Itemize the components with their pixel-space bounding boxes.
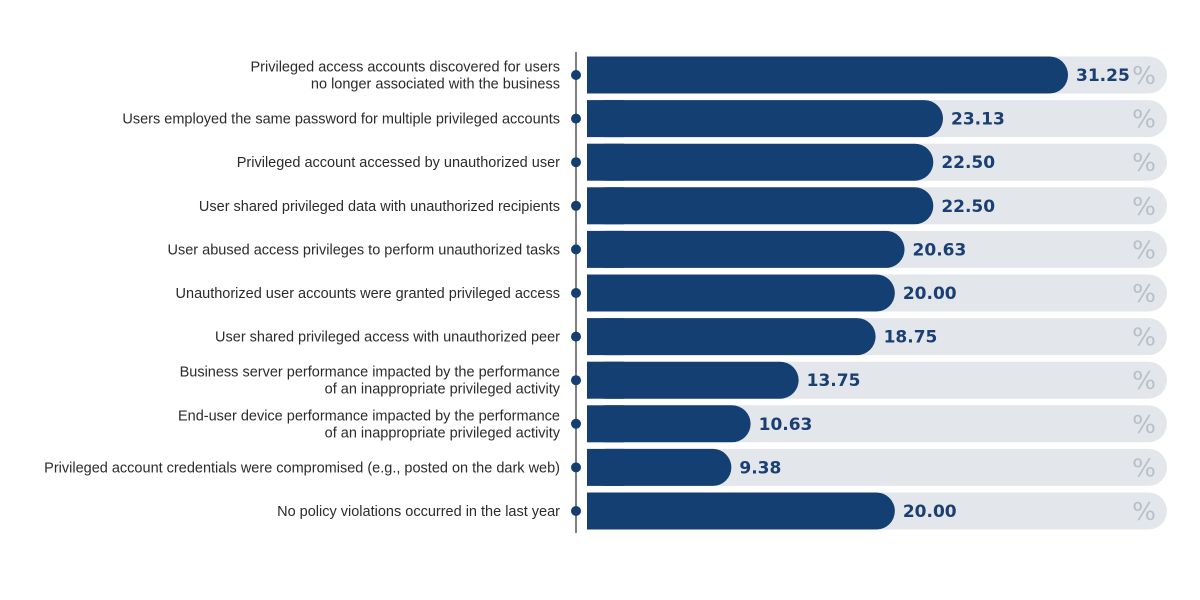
bar [587, 274, 895, 312]
bar [587, 187, 934, 225]
value-label: 18.75 [884, 328, 938, 348]
axis-dot [571, 331, 581, 342]
percent-sign: % [1132, 105, 1156, 134]
value-label: 23.13 [951, 110, 1005, 130]
bar-cap [587, 448, 624, 486]
bar-cap [587, 274, 624, 312]
value-label: 20.63 [913, 240, 967, 260]
axis-dot [571, 375, 581, 386]
value-label: 22.50 [941, 153, 995, 173]
bar [587, 492, 895, 530]
value-label: 20.00 [903, 502, 957, 522]
percent-sign: % [1132, 497, 1156, 526]
axis-dot [571, 506, 581, 516]
percent-sign: % [1132, 323, 1156, 352]
bar [587, 56, 1068, 94]
percent-sign: % [1132, 453, 1156, 482]
category-label: of an inappropriate privileged activity [325, 425, 561, 441]
value-label: 13.75 [807, 371, 861, 391]
bar-cap [587, 492, 624, 530]
category-label: Unauthorized user accounts were granted … [176, 286, 560, 302]
category-label: Privileged account credentials were comp… [44, 460, 560, 476]
bar [587, 100, 944, 138]
category-label: no longer associated with the business [311, 77, 560, 93]
category-label: User shared privileged access with unaut… [215, 330, 560, 346]
bar [587, 318, 876, 356]
bar-cap [587, 318, 624, 356]
axis-dot [571, 70, 581, 80]
axis-dot [571, 113, 581, 124]
axis-dot [571, 418, 581, 429]
category-label: of an inappropriate privileged activity [325, 382, 561, 398]
bar [587, 230, 905, 268]
bar-cap [587, 100, 624, 138]
category-label: User shared privileged data with unautho… [199, 199, 560, 215]
value-label: 31.25 [1076, 66, 1130, 86]
bar-cap [587, 230, 624, 268]
percent-sign: % [1132, 192, 1156, 221]
value-label: 9.38 [739, 458, 781, 478]
bar [587, 143, 934, 181]
percent-sign: % [1132, 235, 1156, 264]
category-label: User abused access privileges to perform… [168, 242, 561, 258]
category-label: Privileged access accounts discovered fo… [251, 60, 560, 76]
bar-cap [587, 361, 624, 399]
bar-track [587, 448, 1167, 486]
bar [587, 405, 751, 443]
percent-sign: % [1132, 410, 1156, 439]
value-label: 22.50 [941, 197, 995, 217]
percent-sign: % [1132, 148, 1156, 177]
axis-dot [571, 288, 581, 298]
category-label: End-user device performance impacted by … [178, 408, 560, 424]
category-label: Users employed the same password for mul… [122, 112, 560, 128]
percent-sign: % [1132, 61, 1156, 90]
bar-cap [587, 405, 624, 443]
category-label: Business server performance impacted by … [180, 365, 560, 381]
bar-cap [587, 143, 624, 181]
bar [587, 361, 799, 399]
category-label: Privileged account accessed by unauthori… [237, 155, 560, 171]
bar-cap [587, 56, 624, 94]
axis-dot [571, 244, 581, 255]
axis-dot [571, 462, 581, 473]
percent-sign: % [1132, 279, 1156, 308]
percent-sign: % [1132, 366, 1156, 395]
value-label: 20.00 [903, 284, 957, 304]
category-label: No policy violations occurred in the las… [277, 504, 560, 520]
axis-dot [571, 200, 581, 211]
value-label: 10.63 [759, 415, 813, 435]
axis-dot [571, 157, 581, 168]
bar-cap [587, 187, 624, 225]
